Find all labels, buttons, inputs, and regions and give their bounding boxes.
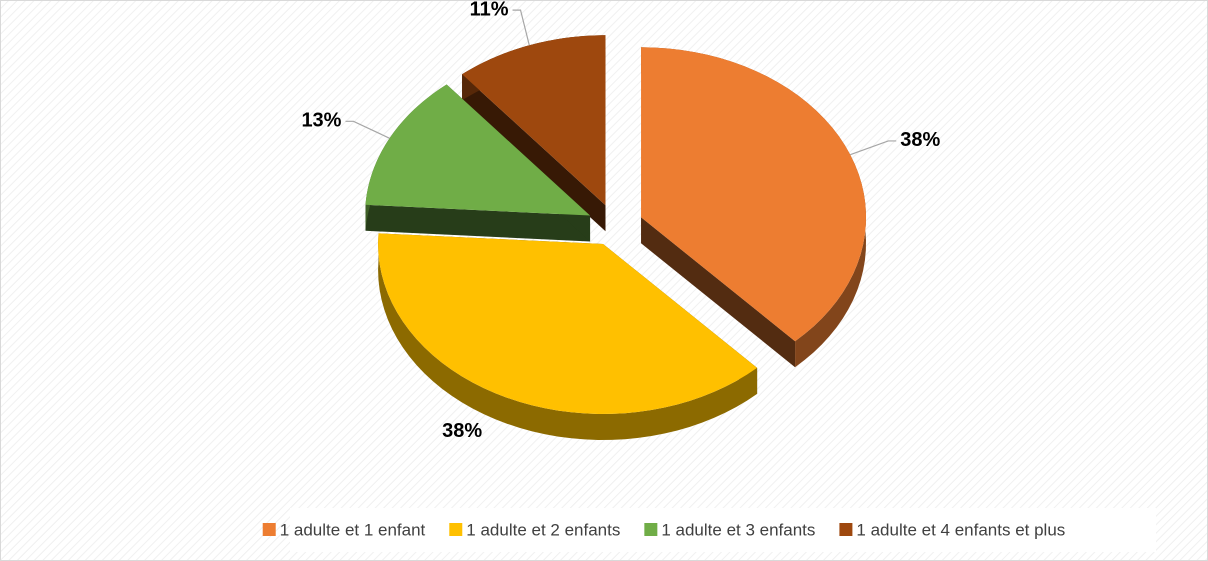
legend-box [290,508,1156,552]
legend-label: 1 adulte et 4 enfants et plus [856,520,1065,539]
data-label: 13% [301,110,341,132]
legend-item: 1 adulte et 2 enfants [449,520,620,539]
leader-line [850,140,897,156]
data-label: 38% [900,129,940,151]
legend-swatch [449,523,463,536]
slice [462,35,606,206]
legend: 1 adulte et 1 enfant 1 adulte et 2 enfant… [262,520,1065,539]
legend-label: 1 adulte et 2 enfants [466,520,620,539]
legend-swatch [839,523,853,536]
data-labels: 38% 38% 13% 11% [301,0,940,442]
slice [365,84,591,216]
legend-item: 1 adulte et 4 enfants et plus [839,520,1065,539]
slice-wall [641,217,796,368]
legend-swatch [262,523,276,536]
slice-wall [462,74,606,232]
leader-line [512,9,530,46]
leader-line [345,120,390,139]
slice-side [378,233,758,440]
slice [378,233,758,414]
pie-tops [365,35,866,414]
slice-wall [365,204,591,242]
data-label: 38% [442,420,482,442]
slice [641,47,866,342]
legend-item: 1 adulte et 1 enfant [262,520,426,539]
legend-item: 1 adulte et 3 enfants [644,520,815,539]
legend-swatch [644,523,658,536]
legend-label: 1 adulte et 3 enfants [661,520,815,539]
legend-label: 1 adulte et 1 enfant [280,520,426,539]
data-label: 11% [470,0,509,20]
